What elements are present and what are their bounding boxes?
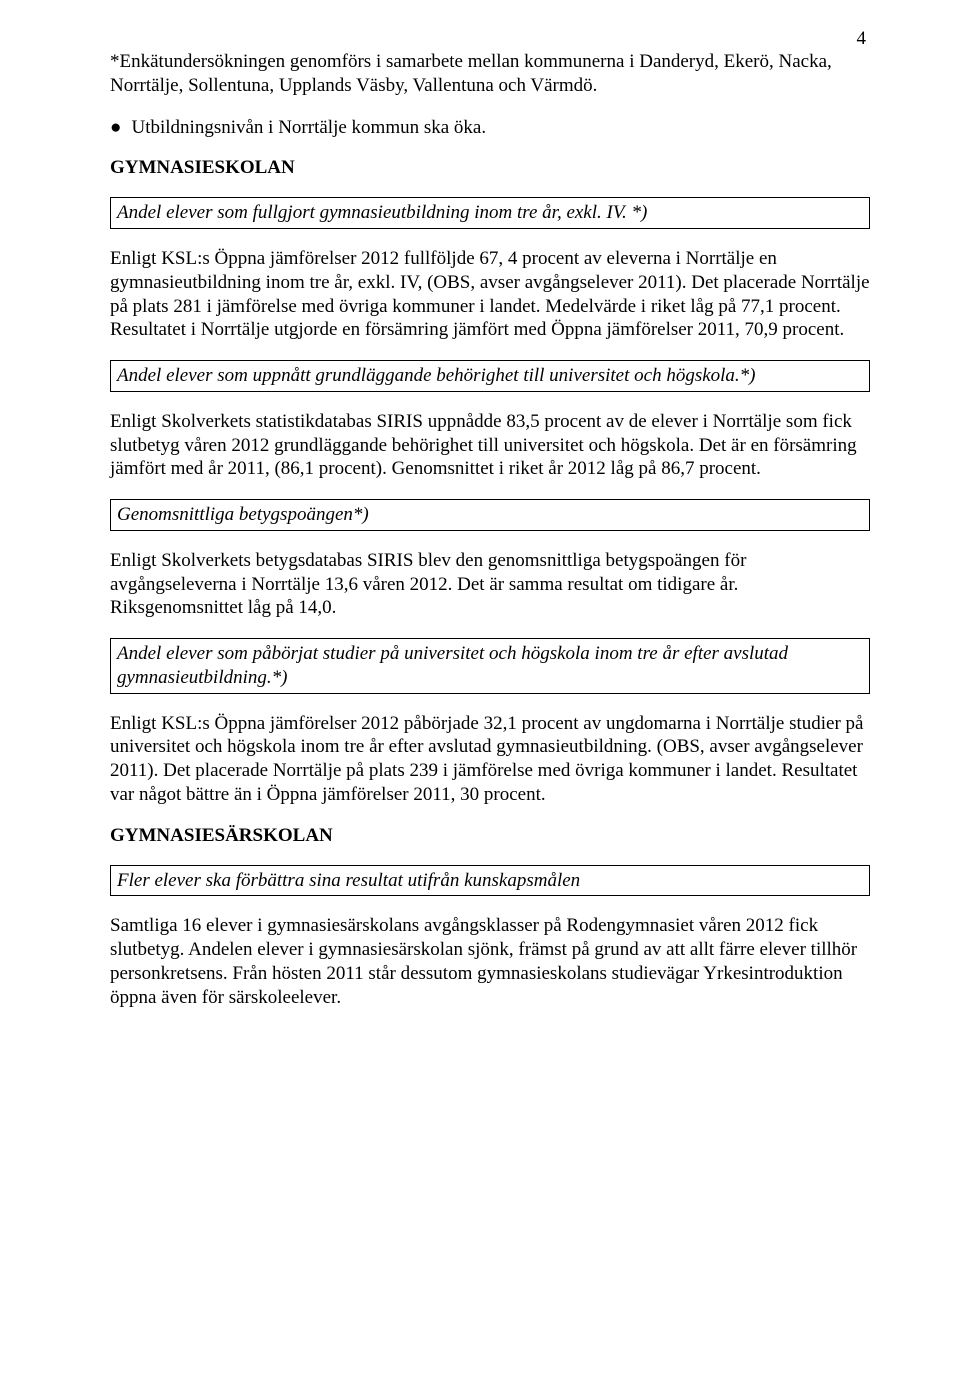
page-number: 4 xyxy=(857,28,867,50)
section-heading-gymnasiesarskolan: GYMNASIESÄRSKOLAN xyxy=(110,825,870,847)
paragraph-4: Enligt KSL:s Öppna jämförelser 2012 påbö… xyxy=(110,712,870,807)
intro-footnote: *Enkätundersökningen genomförs i samarbe… xyxy=(110,50,870,98)
paragraph-3: Enligt Skolverkets betygsdatabas SIRIS b… xyxy=(110,549,870,620)
boxed-metric-1: Andel elever som fullgjort gymnasieutbil… xyxy=(110,197,870,229)
paragraph-1: Enligt KSL:s Öppna jämförelser 2012 full… xyxy=(110,247,870,342)
section-heading-gymnasieskolan: GYMNASIESKOLAN xyxy=(110,157,870,179)
paragraph-2: Enligt Skolverkets statistikdatabas SIRI… xyxy=(110,410,870,481)
paragraph-5: Samtliga 16 elever i gymnasiesärskolans … xyxy=(110,914,870,1009)
bullet-item: ● Utbildningsnivån i Norrtälje kommun sk… xyxy=(110,116,870,140)
bullet-text: Utbildningsnivån i Norrtälje kommun ska … xyxy=(131,116,486,140)
bullet-dot-icon: ● xyxy=(110,116,121,140)
boxed-metric-4: Andel elever som påbörjat studier på uni… xyxy=(110,638,870,694)
boxed-metric-5: Fler elever ska förbättra sina resultat … xyxy=(110,865,870,897)
document-page: 4 *Enkätundersökningen genomförs i samar… xyxy=(0,0,960,1374)
boxed-metric-2: Andel elever som uppnått grundläggande b… xyxy=(110,360,870,392)
boxed-metric-3: Genomsnittliga betygspoängen*) xyxy=(110,499,870,531)
